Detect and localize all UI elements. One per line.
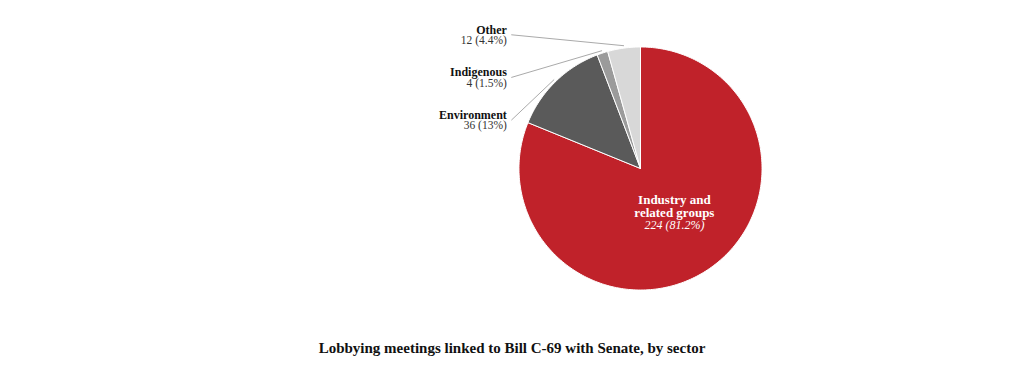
svg-text:224 (81.2%): 224 (81.2%): [644, 218, 704, 232]
svg-text:12 (4.4%): 12 (4.4%): [461, 34, 507, 47]
html-text:Lobbying meetings linked to Bi: Lobbying meetings linked to Bill C-69 wi…: [318, 340, 706, 356]
svg-text:4 (1.5%): 4 (1.5%): [467, 77, 507, 90]
svg-text:Environment: Environment: [439, 107, 507, 122]
svg-text:Indigenous: Indigenous: [450, 65, 507, 80]
svg-text:36 (13%): 36 (13%): [464, 119, 507, 132]
svg-text:Industry andrelated groups: Industry andrelated groups: [634, 192, 714, 220]
svg-text:Other: Other: [476, 22, 507, 37]
